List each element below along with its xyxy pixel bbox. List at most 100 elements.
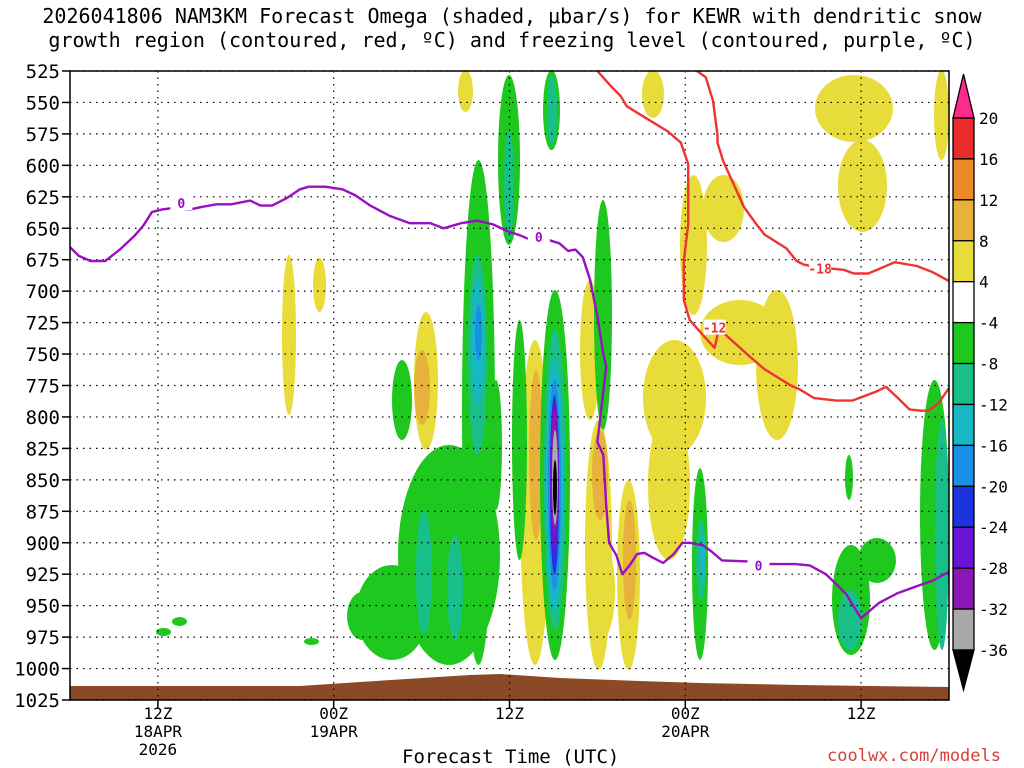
omega-cell [416, 510, 432, 635]
omega-cell [414, 350, 430, 425]
omega-cell [392, 360, 412, 440]
colorbar-segment [952, 199, 975, 242]
colorbar-segment [952, 117, 975, 160]
omega-cell [458, 70, 473, 112]
y-tick-label: 725 [26, 313, 60, 335]
colorbar-segment [952, 403, 975, 447]
contour-label-bg [703, 319, 726, 335]
colorbar-segment [952, 444, 975, 487]
colorbar: 20 16 12 8 4 -4 -8 -12 -16 -20 -24 -28 -32 -36 [952, 73, 1008, 693]
colorbar-segment [952, 485, 975, 528]
x-tick-label: 12Z [847, 704, 876, 723]
x-tick-label: 12Z [143, 704, 172, 723]
omega-cell [838, 590, 862, 650]
colorbar-label: 8 [979, 232, 989, 251]
omega-cell [304, 638, 319, 645]
y-tick-label: 600 [26, 155, 60, 177]
x-tick-label: 00Z [319, 704, 348, 723]
surface-ground [70, 674, 949, 700]
omega-cell [594, 200, 612, 430]
y-tick-label: 750 [26, 344, 60, 366]
omega-cell [815, 75, 893, 142]
omega-cell [935, 420, 949, 650]
x-tick-sublabel: 20APR [661, 722, 710, 741]
colorbar-segment [952, 240, 975, 283]
y-tick-label: 625 [26, 187, 60, 209]
omega-cell [512, 320, 527, 560]
omega-cell [845, 455, 853, 500]
omega-cell [347, 592, 378, 640]
omega-cell [475, 305, 482, 360]
omega-cell [623, 500, 636, 620]
omega-cell [547, 75, 557, 145]
colorbar-segment [952, 608, 975, 651]
y-tick-label: 850 [26, 470, 60, 492]
contour-label-bg [527, 229, 550, 245]
y-tick-label: 650 [26, 218, 60, 240]
contour-dgz-minus12 [596, 70, 950, 412]
y-tick-label: 1025 [14, 690, 60, 712]
omega-cell [858, 538, 896, 583]
colorbar-bottom-arrow [952, 649, 975, 693]
colorbar-label: -8 [979, 355, 998, 374]
colorbar-label: 20 [979, 109, 998, 128]
omega-cell [313, 258, 326, 312]
y-tick-label: 950 [26, 596, 60, 618]
omega-cell [700, 535, 705, 580]
colorbar-label: 16 [979, 150, 998, 169]
colorbar-label: 4 [979, 273, 989, 292]
colorbar-segment [952, 362, 975, 406]
contour-label: -18 [808, 263, 832, 278]
omega-cell [529, 370, 543, 540]
contour-dgz-minus18 [696, 70, 950, 283]
colorbar-segment [952, 321, 975, 365]
colorbar-label: -36 [979, 641, 1008, 660]
contour-label: 0 [755, 559, 763, 574]
colorbar-label: -12 [979, 395, 1008, 414]
y-tick-label: 800 [26, 407, 60, 429]
y-tick-label: 825 [26, 438, 60, 460]
contour-label: 0 [177, 197, 185, 212]
colorbar-label: 12 [979, 191, 998, 210]
contour-label: 0 [535, 231, 543, 246]
site-credit: coolwx.com/models [827, 746, 1001, 766]
omega-cell [756, 290, 798, 440]
contour-label-bg [809, 260, 832, 276]
chart-title: 2026041806 NAM3KM Forecast Omega (shaded… [42, 4, 982, 52]
colorbar-top-arrow [952, 73, 975, 119]
colorbar-segment [952, 281, 975, 324]
y-tick-label: 1000 [14, 659, 60, 681]
omega-cell [282, 255, 296, 415]
contour-label: -12 [703, 322, 726, 337]
x-tick-label: 00Z [671, 704, 700, 723]
y-tick-label: 925 [26, 564, 60, 586]
colorbar-label: -4 [979, 314, 998, 333]
y-tick-label: 775 [26, 376, 60, 398]
colorbar-label: -32 [979, 600, 1008, 619]
omega-cell [172, 617, 187, 626]
x-tick-sublabel: 18APR [134, 722, 183, 741]
colorbar-label: -24 [979, 518, 1008, 537]
omega-shading [156, 70, 949, 670]
x-tick-sublabel: 2026 [139, 740, 178, 759]
gridlines [70, 70, 949, 701]
colorbar-segment [952, 567, 975, 610]
y-tick-label: 700 [26, 281, 60, 303]
y-tick-label: 900 [26, 533, 60, 555]
y-tick-label: 550 [26, 92, 60, 114]
x-tick-sublabel: 19APR [310, 722, 359, 741]
colorbar-label: -28 [979, 559, 1008, 578]
y-tick-label: 875 [26, 501, 60, 523]
contour-label-bg [170, 195, 193, 211]
omega-cell [447, 535, 463, 640]
omega-cell [657, 390, 690, 452]
omega-cell [934, 70, 949, 160]
colorbar-label: -20 [979, 477, 1008, 496]
omega-cell [642, 70, 664, 118]
y-tick-label: 675 [26, 250, 60, 272]
x-axis-title: Forecast Time (UTC) [402, 746, 620, 768]
omega-cell [592, 430, 608, 520]
omega-cell [703, 175, 744, 242]
omega-cell [490, 380, 502, 510]
